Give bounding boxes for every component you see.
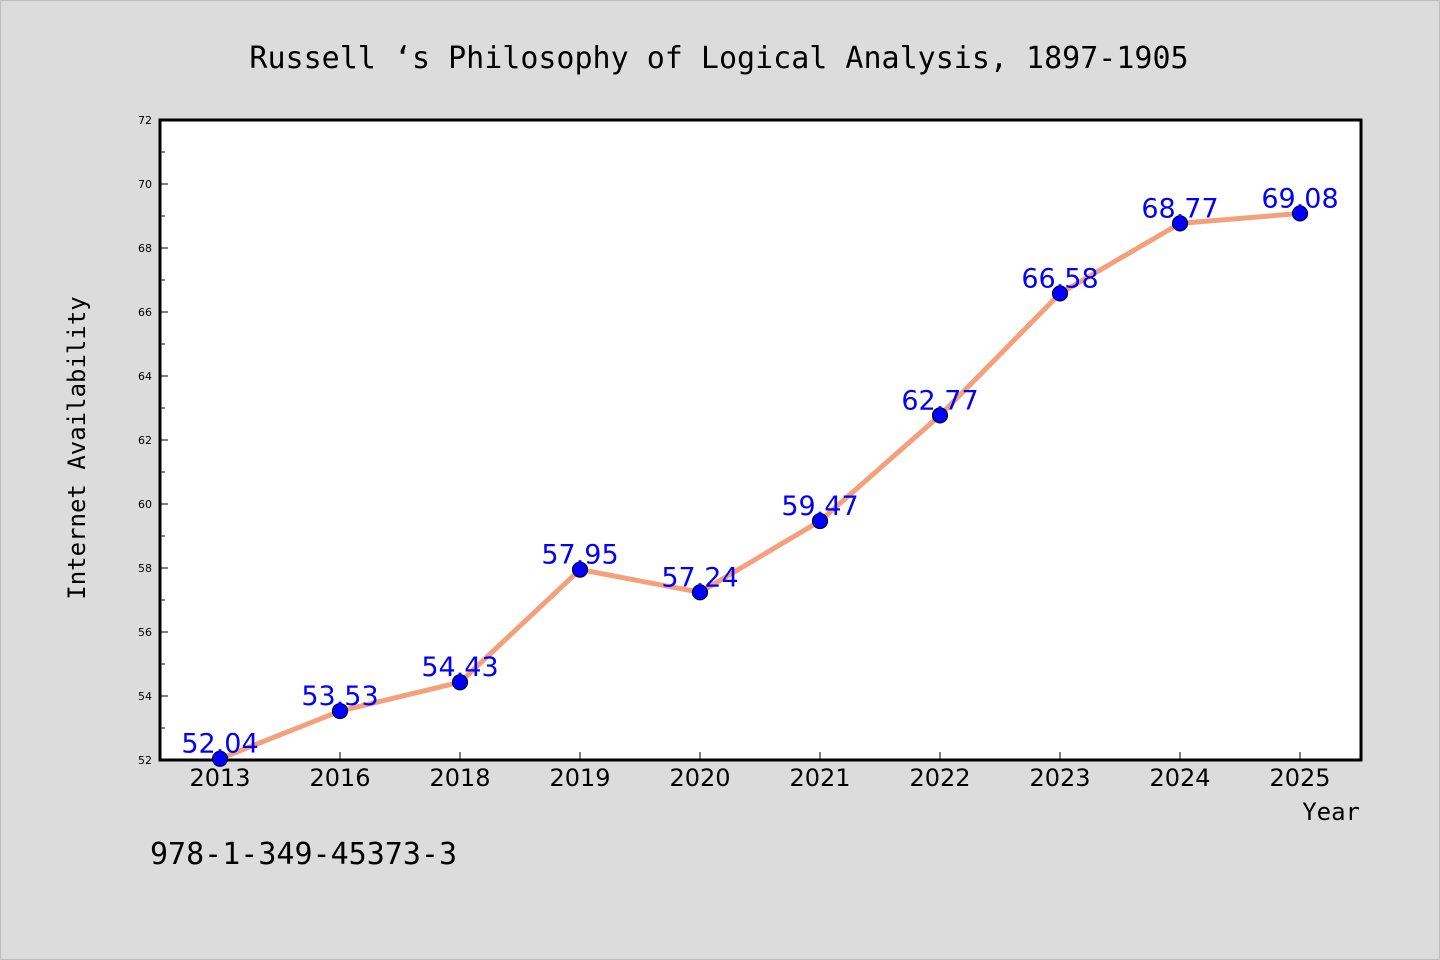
- data-label: 57.24: [661, 562, 738, 593]
- plot-area: [158, 118, 1363, 762]
- x-tick-label: 2021: [789, 764, 850, 792]
- x-tick-label: 2016: [309, 764, 370, 792]
- y-tick-label: 58: [138, 562, 152, 575]
- x-tick-label: 2020: [669, 764, 730, 792]
- x-tick-label: 2013: [189, 764, 250, 792]
- data-point-marker: [331, 702, 349, 720]
- data-point-marker: [931, 407, 949, 424]
- data-label: 62.77: [901, 385, 978, 416]
- data-label: 57.95: [541, 540, 618, 571]
- data-point-marker: [571, 561, 589, 578]
- x-tick-label: 2023: [1029, 764, 1090, 792]
- data-label: 59.47: [781, 491, 858, 522]
- y-axis-label: Internet Availability: [63, 296, 91, 599]
- footnote-text: 978-1-349-45373-3: [150, 837, 457, 872]
- y-tick-label: 66: [138, 306, 152, 319]
- data-label: 54.43: [421, 652, 498, 683]
- y-tick-label: 68: [138, 242, 152, 255]
- y-tick-label: 62: [138, 434, 152, 447]
- x-tick-label: 2019: [549, 764, 610, 792]
- markers-group: [211, 205, 1309, 767]
- data-label: 52.04: [181, 729, 258, 760]
- series-line: [217, 210, 1303, 762]
- x-axis: 2013 2016 2018 2019 2020 2021 2022 2023 2024 2025: [189, 752, 1331, 792]
- data-labels-group: 52.04 53.53 54.43 57.95 57.24 59.47 62.77 66.58…: [181, 183, 1338, 759]
- x-tick-label: 2025: [1269, 764, 1330, 792]
- y-axis: 52 54 56 58 60 62 64 66 68 70 72: [138, 114, 168, 767]
- y-tick-label: 64: [138, 370, 152, 383]
- x-tick-label: 2022: [909, 764, 970, 792]
- chart-title: Russell ‘s Philosophy of Logical Analysi…: [249, 41, 1188, 76]
- data-point-marker: [1051, 285, 1069, 302]
- data-label: 69.08: [1261, 183, 1338, 214]
- data-point-marker: [1291, 205, 1309, 222]
- data-label: 68.77: [1141, 193, 1218, 224]
- y-tick-label: 70: [138, 178, 152, 191]
- y-tick-label: 52: [138, 754, 152, 767]
- x-tick-label: 2024: [1149, 764, 1210, 792]
- data-point-marker: [1171, 215, 1189, 232]
- data-label: 53.53: [301, 681, 378, 712]
- series-line-group: [217, 210, 1303, 762]
- x-tick-label: 2018: [429, 764, 490, 792]
- y-tick-label: 72: [138, 114, 152, 127]
- data-point-marker: [811, 512, 829, 530]
- y-tick-label: 54: [138, 690, 152, 703]
- x-axis-label: Year: [1302, 798, 1360, 826]
- data-point-marker: [211, 750, 229, 767]
- y-tick-label: 56: [138, 626, 152, 639]
- data-point-marker: [451, 674, 469, 691]
- y-tick-label: 60: [138, 498, 152, 511]
- data-label: 66.58: [1021, 263, 1098, 294]
- data-point-marker: [691, 584, 709, 601]
